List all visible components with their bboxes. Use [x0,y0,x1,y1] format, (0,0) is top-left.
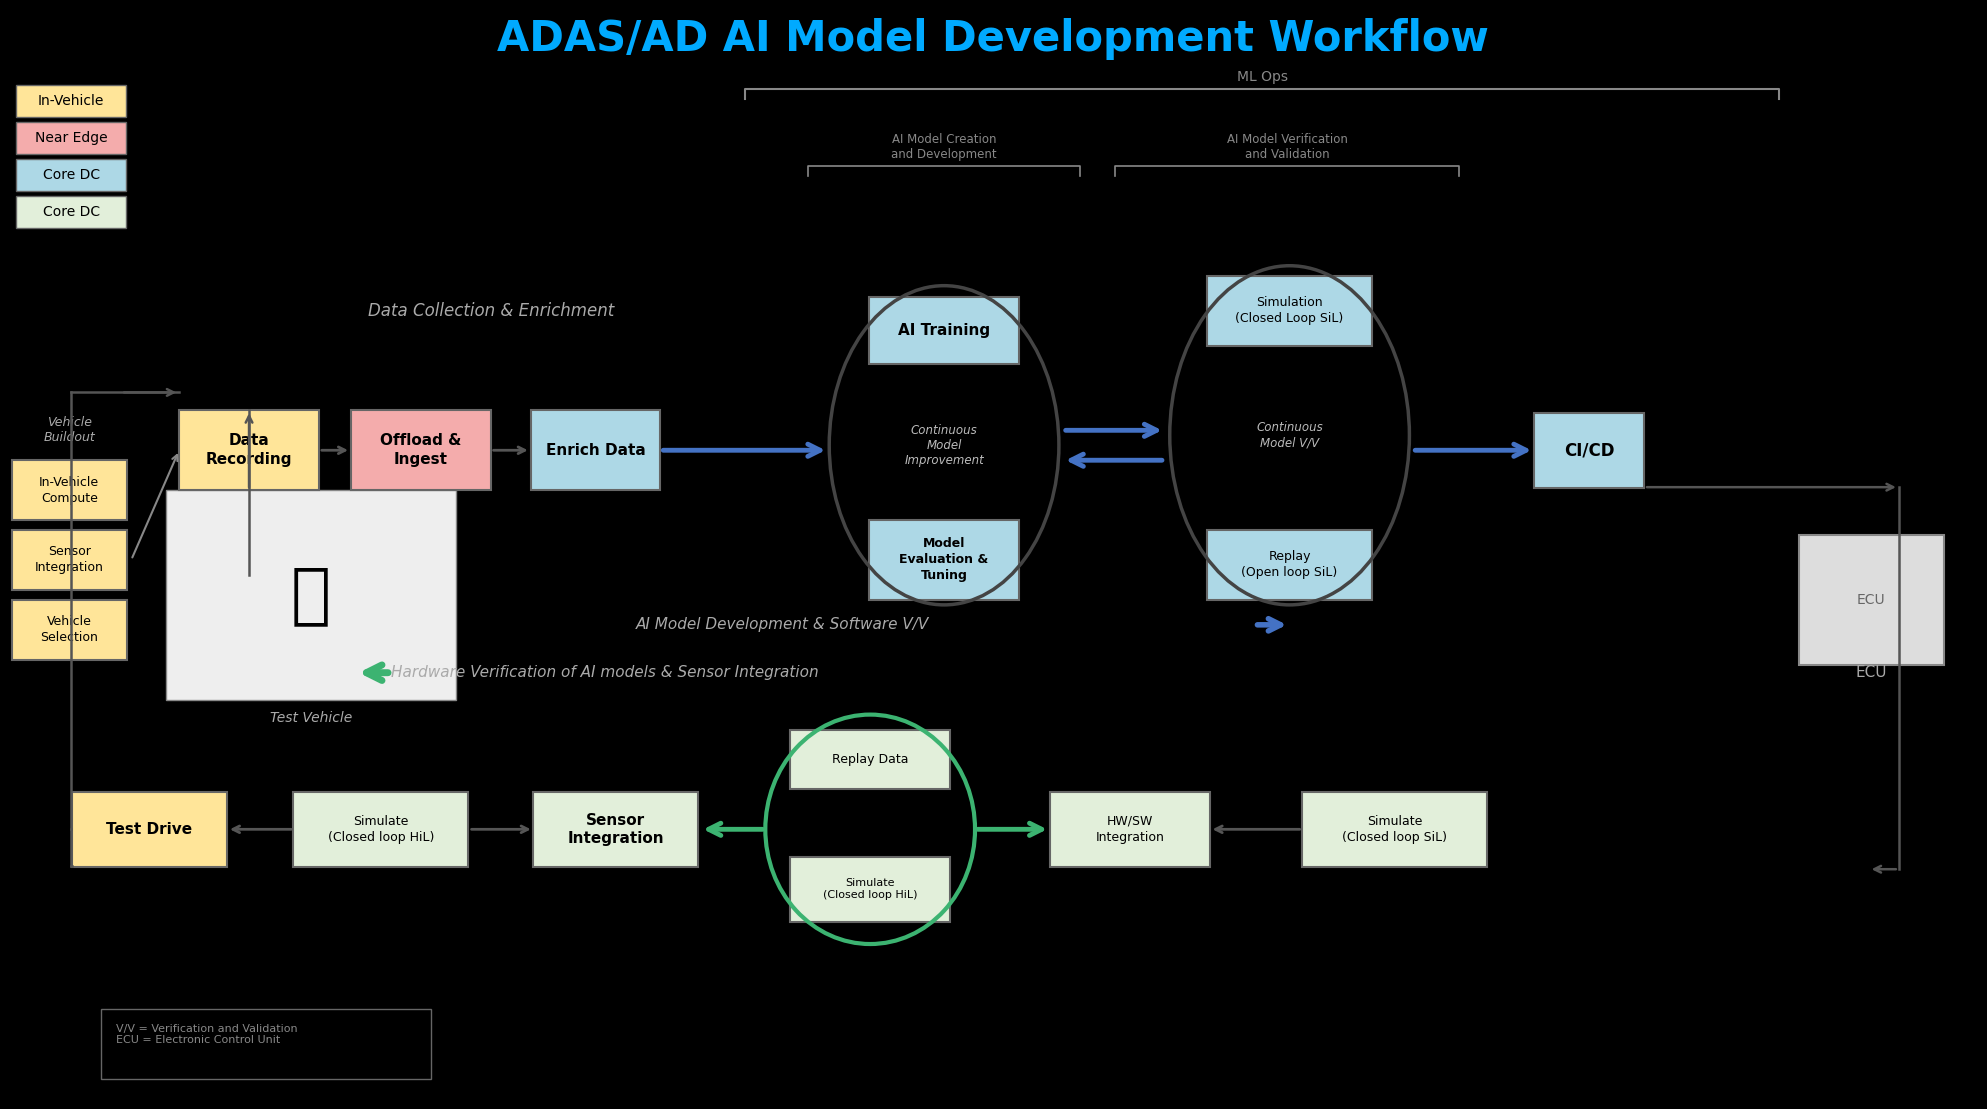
Text: V/V = Verification and Validation
ECU = Electronic Control Unit: V/V = Verification and Validation ECU = … [115,1024,298,1046]
FancyBboxPatch shape [1534,413,1643,488]
FancyBboxPatch shape [868,296,1019,365]
Text: Offload &
Ingest: Offload & Ingest [380,434,461,467]
FancyBboxPatch shape [16,196,127,227]
FancyBboxPatch shape [1208,530,1371,600]
Text: AI Model Creation
and Development: AI Model Creation and Development [892,133,997,161]
Text: Simulate
(Closed loop HiL): Simulate (Closed loop HiL) [328,815,433,844]
Text: Vehicle
Selection: Vehicle Selection [40,615,97,644]
Text: AI Training: AI Training [898,323,990,338]
FancyBboxPatch shape [352,410,491,490]
Text: Sensor
Integration: Sensor Integration [566,813,664,846]
Text: ECU: ECU [1856,664,1886,680]
Text: HW/SW
Integration: HW/SW Integration [1095,815,1164,844]
Text: Hardware Verification of AI models & Sensor Integration: Hardware Verification of AI models & Sen… [391,665,819,680]
Text: Model
Evaluation &
Tuning: Model Evaluation & Tuning [900,538,990,582]
Text: Test Drive: Test Drive [105,822,193,837]
Text: ECU: ECU [1856,593,1886,607]
FancyBboxPatch shape [12,600,127,660]
Text: Core DC: Core DC [44,205,99,218]
Text: Vehicle
Buildout: Vehicle Buildout [44,416,95,445]
FancyBboxPatch shape [1049,792,1210,867]
FancyBboxPatch shape [531,410,660,490]
Text: In-Vehicle: In-Vehicle [38,94,105,109]
Text: AI Model Development & Software V/V: AI Model Development & Software V/V [636,618,928,632]
Text: Continuous
Model V/V: Continuous Model V/V [1256,421,1323,449]
Text: Core DC: Core DC [44,167,99,182]
Text: Replay Data: Replay Data [833,753,908,766]
FancyBboxPatch shape [16,85,127,118]
FancyBboxPatch shape [294,792,469,867]
FancyBboxPatch shape [791,857,950,922]
Text: Continuous
Model
Improvement: Continuous Model Improvement [904,424,984,467]
FancyBboxPatch shape [533,792,697,867]
Text: In-Vehicle
Compute: In-Vehicle Compute [40,476,99,505]
FancyBboxPatch shape [791,730,950,790]
FancyBboxPatch shape [101,1009,431,1079]
Text: Data Collection & Enrichment: Data Collection & Enrichment [368,302,614,319]
Text: Data
Recording: Data Recording [207,434,292,467]
Text: CI/CD: CI/CD [1564,441,1613,459]
FancyBboxPatch shape [72,792,227,867]
FancyBboxPatch shape [167,490,455,700]
Text: Replay
(Open loop SiL): Replay (Open loop SiL) [1242,550,1337,580]
Text: Simulate
(Closed loop SiL): Simulate (Closed loop SiL) [1341,815,1447,844]
FancyBboxPatch shape [1208,276,1371,346]
FancyBboxPatch shape [16,159,127,191]
Text: Near Edge: Near Edge [36,131,107,145]
FancyBboxPatch shape [179,410,320,490]
FancyBboxPatch shape [12,530,127,590]
FancyBboxPatch shape [16,122,127,154]
FancyBboxPatch shape [868,520,1019,600]
Text: ADAS/AD AI Model Development Workflow: ADAS/AD AI Model Development Workflow [497,18,1488,60]
Text: Sensor
Integration: Sensor Integration [36,546,103,574]
Text: AI Model Verification
and Validation: AI Model Verification and Validation [1226,133,1347,161]
Text: 🚗: 🚗 [290,562,332,628]
FancyBboxPatch shape [12,460,127,520]
Text: Enrich Data: Enrich Data [546,442,646,458]
Text: Simulate
(Closed loop HiL): Simulate (Closed loop HiL) [823,878,918,901]
FancyBboxPatch shape [1301,792,1486,867]
Text: ML Ops: ML Ops [1236,70,1288,84]
Text: Test Vehicle: Test Vehicle [270,711,352,724]
Text: Simulation
(Closed Loop SiL): Simulation (Closed Loop SiL) [1236,296,1343,325]
FancyBboxPatch shape [1798,535,1943,664]
